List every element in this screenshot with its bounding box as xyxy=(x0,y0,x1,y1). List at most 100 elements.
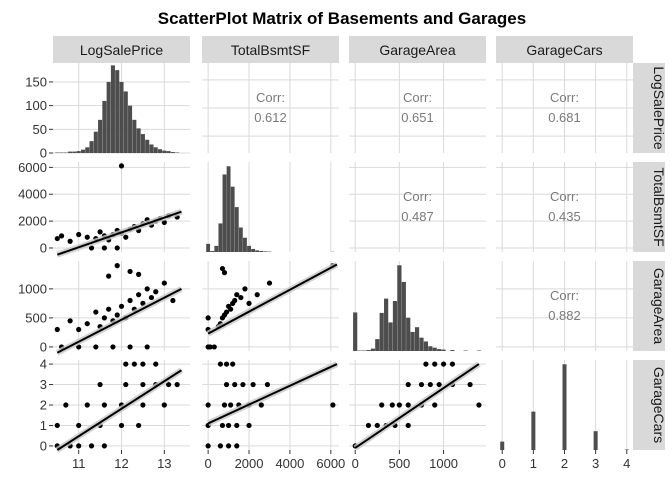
x-tick-label-garagearea: 500 xyxy=(389,456,411,471)
scatter-point xyxy=(58,233,65,239)
histogram-bar xyxy=(384,298,389,351)
scatter-point xyxy=(118,163,125,169)
scatter-point xyxy=(140,361,146,367)
histogram-bar xyxy=(140,134,145,153)
panel-totalbsmtsf-totalbsmtsf xyxy=(202,162,339,252)
scatter-point xyxy=(118,303,125,309)
scatter-point xyxy=(405,381,411,388)
scatter-point xyxy=(93,344,99,350)
histogram-bar xyxy=(259,250,264,252)
histogram-bar xyxy=(441,349,446,351)
scatter-point xyxy=(228,306,234,312)
y-tick-label-garagecars: 2 xyxy=(40,398,47,413)
x-tick-label-garagearea: 1000 xyxy=(429,456,458,471)
panel-logsaleprice-garagearea xyxy=(349,63,486,153)
scatter-point xyxy=(114,263,120,269)
corr-value: 0.612 xyxy=(254,110,287,125)
scatter-point xyxy=(374,422,380,429)
scatter-point xyxy=(432,361,438,367)
scatter-point xyxy=(101,443,107,449)
histogram-bar xyxy=(593,431,598,450)
scatter-point xyxy=(127,344,133,350)
scatter-point xyxy=(161,402,167,408)
strip-right-garagecars xyxy=(633,360,665,450)
scatter-point xyxy=(88,443,95,449)
x-tick-label-logsaleprice: 13 xyxy=(157,456,171,471)
scatter-point xyxy=(240,381,246,388)
scatter-point xyxy=(144,344,150,350)
x-tick-label-totalbsmtsf: 0 xyxy=(205,456,212,471)
histogram-bar xyxy=(145,139,150,153)
scatter-point xyxy=(232,381,238,388)
histogram-bar xyxy=(419,337,424,351)
scatter-point xyxy=(211,344,217,350)
panel-totalbsmtsf-logsaleprice xyxy=(53,162,190,258)
scatter-point xyxy=(76,326,82,333)
y-tick-label-totalbsmtsf: 6000 xyxy=(18,160,47,175)
scatter-point xyxy=(84,402,90,408)
scatter-point xyxy=(219,422,226,429)
histogram-bar xyxy=(531,411,536,450)
scatter-point xyxy=(330,402,336,408)
scatter-point xyxy=(467,381,473,388)
panel-garagecars-garagecars xyxy=(496,360,633,450)
histogram-bar xyxy=(119,81,124,153)
panel-garagecars-totalbsmtsf xyxy=(202,360,339,450)
histogram-bar xyxy=(136,128,141,153)
strip-label-garagearea: GarageArea xyxy=(379,42,455,58)
y-tick-label-garagecars: 1 xyxy=(40,418,47,433)
histogram-bar xyxy=(226,166,231,252)
x-tick-label-logsaleprice: 11 xyxy=(72,456,86,471)
strip-label-logsaleprice: LogSalePrice xyxy=(80,42,163,58)
histogram-bar xyxy=(85,147,90,153)
scatter-point xyxy=(97,381,103,388)
y-tick-label-totalbsmtsf: 4000 xyxy=(18,187,47,202)
scatter-point xyxy=(76,231,82,238)
scatter-point xyxy=(440,361,447,367)
histogram-bar xyxy=(222,174,227,252)
histogram-bar xyxy=(115,70,120,153)
y-tick-label-logsaleprice: 100 xyxy=(25,98,47,113)
histogram-bar xyxy=(437,349,442,351)
scatter-point xyxy=(114,312,120,318)
scatter-point xyxy=(67,318,73,324)
strip-label-right-garagearea: GarageArea xyxy=(651,268,667,344)
scatter-point xyxy=(405,402,411,408)
strip-label-right-logsaleprice: LogSalePrice xyxy=(651,66,667,149)
scatter-point xyxy=(219,265,226,272)
y-tick-label-garagearea: 500 xyxy=(25,310,47,325)
histogram-bar xyxy=(72,151,77,153)
scatter-point xyxy=(221,270,228,276)
strip-label-right-garagecars: GarageCars xyxy=(651,367,667,443)
strip-label-garagecars: GarageCars xyxy=(526,42,602,58)
histogram-bar xyxy=(76,151,81,153)
strip-label-totalbsmtsf: TotalBsmtSF xyxy=(231,42,310,58)
panel-logsaleprice-garagecars xyxy=(496,63,633,153)
scatter-point xyxy=(423,361,429,367)
scatter-point xyxy=(476,402,482,408)
scatter-point xyxy=(405,422,411,429)
chart-title: ScatterPlot Matrix of Basements and Gara… xyxy=(158,9,526,28)
scatter-point xyxy=(140,402,146,408)
scatter-point xyxy=(436,381,442,388)
x-tick-label-garagecars: 0 xyxy=(499,456,506,471)
scatter-point xyxy=(258,402,264,408)
histogram-bar xyxy=(230,186,235,252)
corr-label: Corr: xyxy=(256,90,285,105)
scatter-point xyxy=(225,422,232,429)
corr-label: Corr: xyxy=(550,90,579,105)
scatter-point xyxy=(432,402,438,408)
y-tick-label-totalbsmtsf: 0 xyxy=(40,240,47,255)
histogram-bar xyxy=(379,312,384,351)
scatter-point xyxy=(136,271,142,277)
x-tick-label-garagecars: 1 xyxy=(530,456,537,471)
histogram-bar xyxy=(392,301,398,351)
scatter-point xyxy=(234,443,240,449)
scatter-point xyxy=(449,361,456,367)
scatter-point xyxy=(234,422,240,429)
regression-line xyxy=(354,363,480,449)
histogram-bar xyxy=(68,151,73,153)
scatter-point xyxy=(242,286,248,292)
corr-value: 0.882 xyxy=(548,308,581,323)
scatter-point xyxy=(217,361,224,367)
